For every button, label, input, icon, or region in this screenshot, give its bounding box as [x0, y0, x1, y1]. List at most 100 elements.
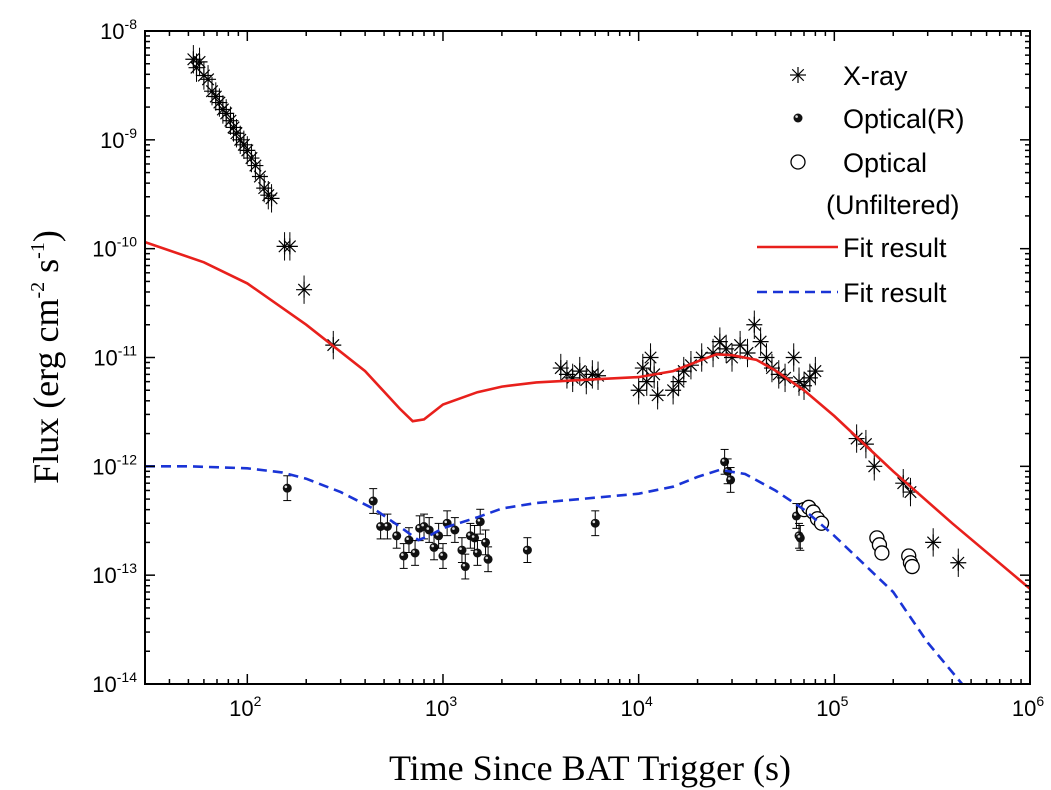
optical-r-point	[590, 518, 600, 528]
asterisk-stroke	[586, 368, 599, 381]
y-axis-label-s: s	[26, 259, 66, 282]
legend: X-ray Optical(R) Optical (Unfiltered) Fit re…	[757, 61, 965, 308]
optical-r-point	[460, 562, 470, 572]
optical-r-point	[795, 533, 805, 543]
asterisk-stroke	[651, 389, 664, 402]
xray-point	[649, 387, 666, 404]
dot-body	[368, 496, 378, 506]
asterisk-stroke	[666, 384, 680, 397]
xray-point	[571, 363, 588, 380]
asterisk-stroke	[797, 379, 811, 392]
dot-body	[457, 545, 467, 555]
y-axis-label-group: Flux (erg cm-2 s-1)	[26, 230, 66, 484]
dot-highlight	[421, 523, 424, 527]
fit-line-blue	[145, 464, 964, 684]
asterisk-stroke	[249, 159, 262, 172]
dot-highlight	[393, 533, 397, 536]
y-axis-label-main: Flux (erg cm	[26, 299, 66, 484]
legend-label: Fit result	[843, 233, 947, 263]
asterisk-stroke	[283, 240, 297, 253]
asterisk-stroke	[809, 364, 822, 378]
optical-r-point	[726, 475, 736, 485]
dot-highlight	[467, 533, 471, 536]
dot-body	[438, 551, 448, 561]
optical-r-point	[481, 537, 491, 547]
dot-highlight	[727, 477, 731, 480]
xray-point	[200, 71, 217, 88]
asterisk-stroke	[187, 53, 200, 66]
dot-highlight	[401, 553, 404, 556]
xray-point	[281, 238, 298, 255]
optical-r-point	[399, 551, 409, 561]
optical-r-point	[434, 531, 444, 541]
dot-body	[429, 542, 439, 552]
dot-highlight	[284, 485, 288, 489]
asterisk-stroke	[201, 73, 215, 86]
legend-label: X-ray	[843, 61, 908, 91]
dot-highlight	[412, 550, 415, 553]
legend-dot-icon	[793, 113, 803, 123]
optical-r-point	[376, 522, 386, 532]
dot-highlight	[485, 556, 488, 560]
dot-highlight	[416, 525, 420, 529]
asterisk-stroke	[644, 351, 657, 364]
dot-highlight	[474, 550, 478, 553]
y-tick-label: 10-8	[100, 16, 137, 44]
dot-highlight	[721, 459, 725, 462]
xray-point	[251, 168, 268, 185]
xray-point	[785, 349, 802, 366]
optical-unfiltered-point	[874, 545, 890, 561]
xray-point	[752, 333, 769, 350]
asterisk-stroke	[725, 351, 739, 364]
y-tick-label: 10-9	[100, 125, 137, 153]
y-tick-label: 10-14	[92, 669, 137, 697]
optical-unfiltered-point	[904, 558, 920, 575]
xray-point	[218, 105, 235, 122]
y-tick-label: 10-10	[92, 234, 137, 262]
asterisk-stroke	[677, 364, 690, 378]
asterisk-stroke	[190, 61, 203, 74]
dot-highlight	[592, 520, 596, 524]
dot-highlight	[370, 498, 374, 501]
asterisk-stroke	[803, 371, 817, 385]
optical-r-point	[472, 548, 482, 558]
x-tick-label: 104	[621, 693, 653, 721]
dot-highlight	[452, 527, 455, 530]
optical-r-point	[282, 483, 292, 493]
optical-r-point	[475, 517, 485, 527]
optical-r-point	[429, 542, 439, 552]
dot-body	[522, 545, 532, 555]
optical-r-point	[483, 554, 493, 564]
dot-body	[481, 537, 491, 547]
dot-highlight	[459, 547, 462, 550]
y-tick-label: 10-11	[93, 343, 137, 371]
asterisk-stroke	[560, 368, 574, 381]
y-axis-label-cm-exp: -2	[27, 282, 49, 299]
legend-label: Fit result	[843, 278, 947, 308]
asterisk-stroke	[227, 121, 240, 134]
y-axis-label-s-exp: -1	[27, 242, 49, 259]
optical-r-point	[424, 525, 434, 535]
xray-point	[225, 119, 242, 136]
dot-body	[382, 522, 392, 532]
asterisk-stroke	[754, 335, 767, 348]
dot-highlight	[431, 544, 434, 548]
dot-highlight	[471, 535, 475, 538]
dot-highlight	[477, 518, 481, 522]
dot-highlight	[793, 513, 797, 516]
dot-body	[450, 525, 460, 535]
asterisk-stroke	[733, 338, 747, 352]
asterisk-stroke	[672, 375, 685, 388]
xray-point	[185, 51, 202, 68]
optical-r-point	[368, 496, 378, 506]
asterisk-stroke	[897, 477, 910, 490]
asterisk-stroke	[253, 170, 267, 183]
asterisk-stroke	[297, 283, 311, 296]
xray-point	[263, 190, 280, 207]
dot-body	[483, 554, 493, 564]
x-tick-label: 102	[229, 693, 261, 721]
dot-body	[726, 475, 736, 485]
legend-label: Optical(R)	[843, 104, 965, 134]
dot-body	[460, 562, 470, 572]
asterisk-stroke	[791, 68, 805, 82]
